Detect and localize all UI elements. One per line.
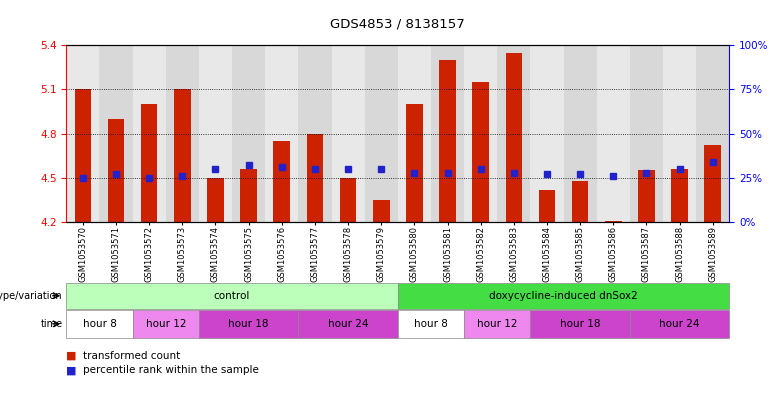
- Bar: [307, 134, 323, 222]
- Text: GDS4853 / 8138157: GDS4853 / 8138157: [331, 18, 465, 31]
- Text: time: time: [41, 319, 62, 329]
- Text: genotype/variation: genotype/variation: [0, 291, 62, 301]
- Bar: [265, 45, 298, 222]
- Bar: [199, 45, 232, 222]
- Bar: [563, 45, 597, 222]
- Text: doxycycline-induced dnSox2: doxycycline-induced dnSox2: [489, 291, 638, 301]
- Bar: [473, 82, 489, 222]
- Text: transformed count: transformed count: [83, 351, 181, 361]
- Text: hour 18: hour 18: [229, 319, 269, 329]
- Bar: [364, 45, 398, 222]
- Text: hour 24: hour 24: [328, 319, 368, 329]
- Bar: [431, 45, 464, 222]
- Bar: [406, 104, 423, 222]
- Bar: [464, 45, 498, 222]
- Text: hour 8: hour 8: [83, 319, 116, 329]
- Bar: [174, 90, 190, 222]
- Bar: [704, 145, 721, 222]
- Text: hour 8: hour 8: [414, 319, 448, 329]
- Bar: [141, 104, 158, 222]
- Bar: [572, 181, 588, 222]
- Bar: [373, 200, 389, 222]
- Bar: [75, 90, 91, 222]
- Bar: [108, 119, 124, 222]
- Bar: [638, 171, 654, 222]
- Bar: [165, 45, 199, 222]
- Text: hour 24: hour 24: [659, 319, 700, 329]
- Text: hour 12: hour 12: [146, 319, 186, 329]
- Bar: [530, 45, 563, 222]
- Bar: [274, 141, 290, 222]
- Text: percentile rank within the sample: percentile rank within the sample: [83, 365, 259, 375]
- Bar: [439, 60, 456, 222]
- Bar: [332, 45, 364, 222]
- Bar: [100, 45, 133, 222]
- Text: hour 18: hour 18: [560, 319, 601, 329]
- Bar: [240, 169, 257, 222]
- Bar: [133, 45, 166, 222]
- Bar: [398, 45, 431, 222]
- Bar: [232, 45, 265, 222]
- Text: control: control: [214, 291, 250, 301]
- Bar: [539, 190, 555, 222]
- Bar: [505, 53, 522, 222]
- Bar: [498, 45, 530, 222]
- Bar: [696, 45, 729, 222]
- Bar: [597, 45, 629, 222]
- Bar: [207, 178, 224, 222]
- Text: ■: ■: [66, 365, 76, 375]
- Bar: [663, 45, 696, 222]
- Bar: [605, 220, 622, 222]
- Bar: [630, 45, 663, 222]
- Bar: [66, 45, 100, 222]
- Bar: [340, 178, 356, 222]
- Bar: [298, 45, 331, 222]
- Text: hour 12: hour 12: [477, 319, 517, 329]
- Text: ■: ■: [66, 351, 76, 361]
- Bar: [672, 169, 688, 222]
